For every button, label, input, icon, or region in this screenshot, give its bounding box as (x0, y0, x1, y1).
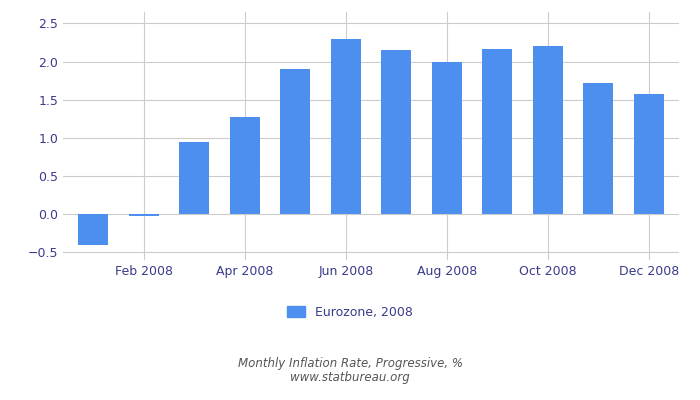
Bar (432, 62, 462, 214)
Bar (330, 39, 361, 214)
Bar (634, 94, 664, 214)
Bar (179, 142, 209, 214)
Legend: Eurozone, 2008: Eurozone, 2008 (281, 301, 419, 324)
Bar (381, 50, 412, 214)
Text: www.statbureau.org: www.statbureau.org (290, 372, 410, 384)
Bar (533, 46, 563, 214)
Bar (280, 69, 310, 214)
Bar (78, 214, 108, 245)
Bar (583, 83, 613, 214)
Bar (482, 49, 512, 214)
Bar (230, 117, 260, 214)
Bar (129, 214, 159, 216)
Text: Monthly Inflation Rate, Progressive, %: Monthly Inflation Rate, Progressive, % (237, 358, 463, 370)
